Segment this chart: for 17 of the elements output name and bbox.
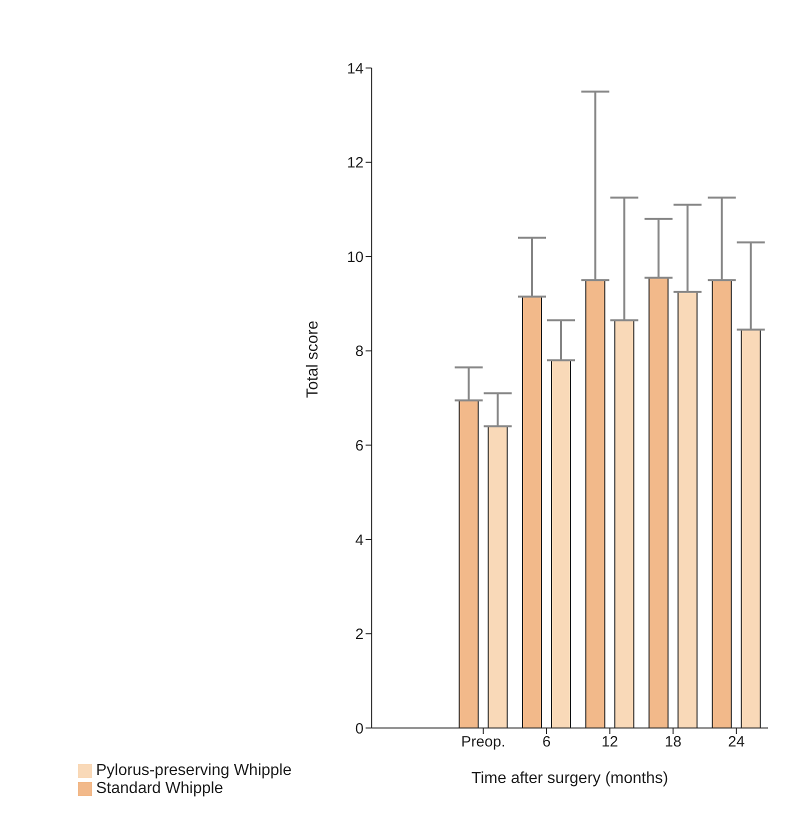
x-axis-title: Time after surgery (months) bbox=[471, 770, 668, 787]
y-axis-title: Total score bbox=[304, 320, 322, 398]
y-tick-label: 14 bbox=[346, 60, 364, 78]
x-tick-label: 18 bbox=[664, 734, 682, 751]
x-tick-label: 24 bbox=[728, 734, 745, 751]
x-tick-label: 12 bbox=[601, 734, 618, 751]
y-tick-label: 4 bbox=[355, 532, 364, 549]
y-tick-label: 12 bbox=[346, 154, 364, 172]
y-tick-label: 6 bbox=[355, 437, 364, 454]
y-tick-label: 0 bbox=[355, 720, 364, 738]
y-tick-label: 10 bbox=[346, 248, 364, 266]
legend-label: Pylorus-preserving Whipple bbox=[96, 762, 292, 779]
x-tick-label: Preop. bbox=[461, 734, 506, 751]
x-tick-label: 6 bbox=[542, 734, 551, 751]
y-tick-label: 8 bbox=[355, 343, 364, 360]
y-tick-label: 2 bbox=[355, 626, 364, 644]
legend-label: Standard Whipple bbox=[96, 780, 224, 797]
